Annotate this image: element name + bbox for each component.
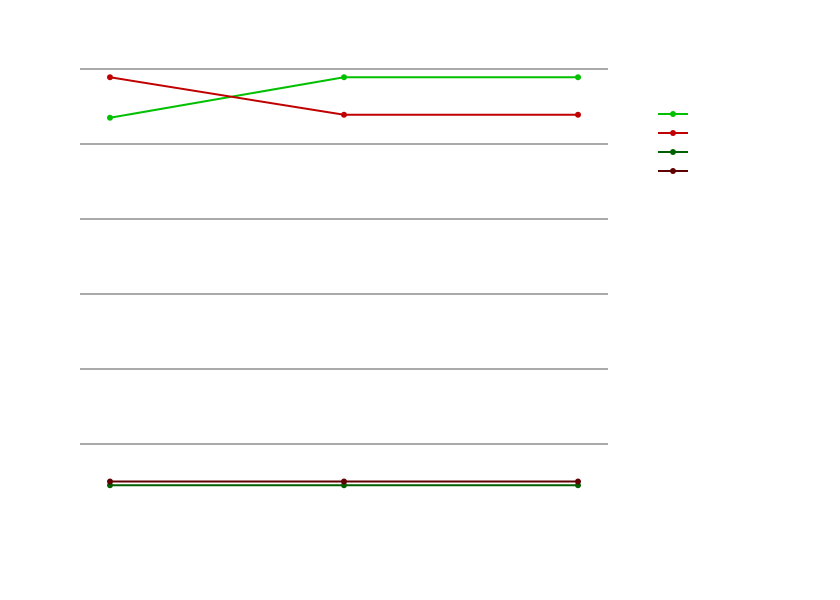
grid-lines xyxy=(80,68,608,445)
data-point xyxy=(341,478,347,485)
data-point xyxy=(341,74,347,81)
data-point xyxy=(575,74,581,81)
data-point xyxy=(575,111,581,118)
data-point xyxy=(107,74,113,81)
legend-item-4 xyxy=(658,168,688,174)
series-2 xyxy=(107,74,581,118)
data-point xyxy=(341,111,347,118)
legend-item-3 xyxy=(658,149,688,155)
data-point xyxy=(107,114,113,121)
plot-area xyxy=(107,74,581,489)
legend-swatch-marker xyxy=(670,168,676,174)
legend-swatch-marker xyxy=(670,149,676,155)
legend-swatch-marker xyxy=(670,111,676,117)
legend-item-2 xyxy=(658,130,688,136)
legend xyxy=(658,111,688,174)
data-point xyxy=(575,478,581,485)
data-point xyxy=(107,478,113,485)
series-line xyxy=(109,76,578,116)
series-line xyxy=(109,76,578,119)
legend-swatch-marker xyxy=(670,130,676,136)
series-1 xyxy=(107,74,581,121)
legend-item-1 xyxy=(658,111,688,117)
series-4 xyxy=(107,478,581,485)
